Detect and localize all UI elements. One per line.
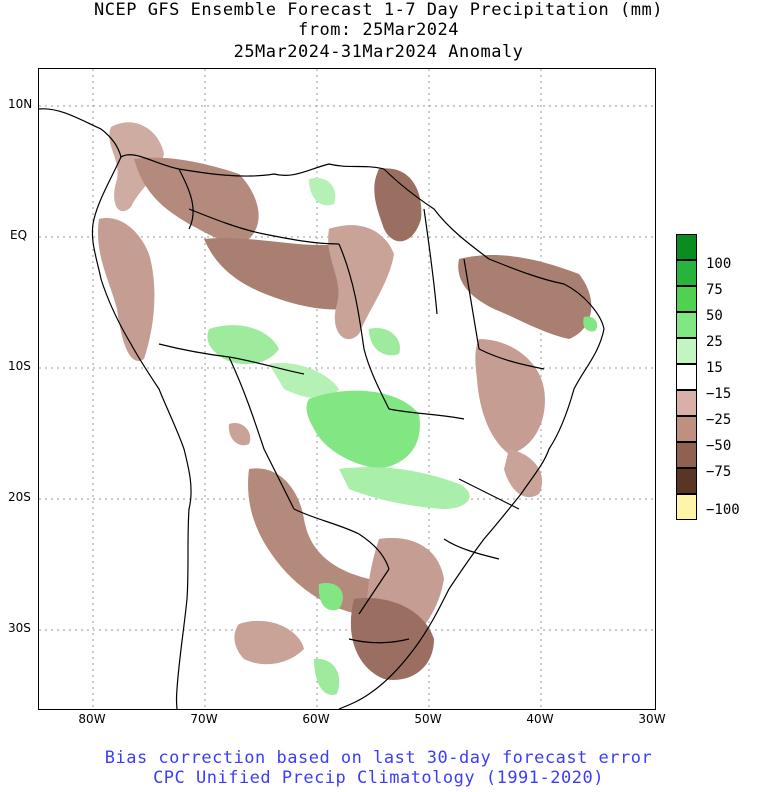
country-borders	[39, 108, 605, 709]
lat-label-10n: 10N	[8, 97, 33, 111]
colorbar-label: −25	[706, 412, 732, 428]
colorbar-label: 25	[706, 334, 723, 350]
colorbar-label: −50	[706, 438, 732, 454]
anomaly-positive-areas	[207, 178, 598, 695]
colorbar-swatch	[676, 468, 697, 494]
forecast-init-date: from: 25Mar2024	[297, 20, 460, 40]
footer-bias-note: Bias correction based on last 30-day for…	[104, 748, 653, 768]
lon-label-70w: 70W	[190, 712, 218, 726]
colorbar-swatch	[676, 312, 697, 338]
lon-label-40w: 40W	[526, 712, 554, 726]
colorbar-swatch	[676, 338, 697, 364]
colorbar-label: 15	[706, 360, 723, 376]
colorbar-label: 50	[706, 308, 723, 324]
colorbar-swatch	[676, 364, 697, 390]
colorbar-label: 100	[706, 256, 732, 272]
map-canvas	[39, 69, 655, 709]
colorbar-swatch	[676, 286, 697, 312]
colorbar-swatch	[676, 260, 697, 286]
colorbar-label: −75	[706, 464, 732, 480]
lat-label-30s: 30S	[8, 621, 31, 635]
lon-label-60w: 60W	[302, 712, 330, 726]
footer-climatology-note: CPC Unified Precip Climatology (1991-202…	[153, 768, 604, 788]
forecast-period: 25Mar2024-31Mar2024 Anomaly	[233, 42, 524, 62]
colorbar-swatch	[676, 234, 697, 260]
lon-label-80w: 80W	[78, 712, 106, 726]
map-panel	[38, 68, 656, 710]
lon-label-30w: 30W	[638, 712, 666, 726]
colorbar-label: 75	[706, 282, 723, 298]
anomaly-negative-areas	[98, 122, 592, 680]
colorbar-label: −15	[706, 386, 732, 402]
lat-label-20s: 20S	[8, 490, 31, 504]
chart-title: NCEP GFS Ensemble Forecast 1-7 Day Preci…	[94, 0, 663, 20]
lat-label-10s: 10S	[8, 359, 31, 373]
colorbar-swatch	[676, 442, 697, 468]
lat-label-eq: EQ	[10, 228, 28, 242]
colorbar-swatch	[676, 390, 697, 416]
lon-label-50w: 50W	[414, 712, 442, 726]
colorbar-swatch	[676, 416, 697, 442]
colorbar-swatch	[676, 494, 697, 520]
colorbar-label: −100	[706, 502, 740, 518]
